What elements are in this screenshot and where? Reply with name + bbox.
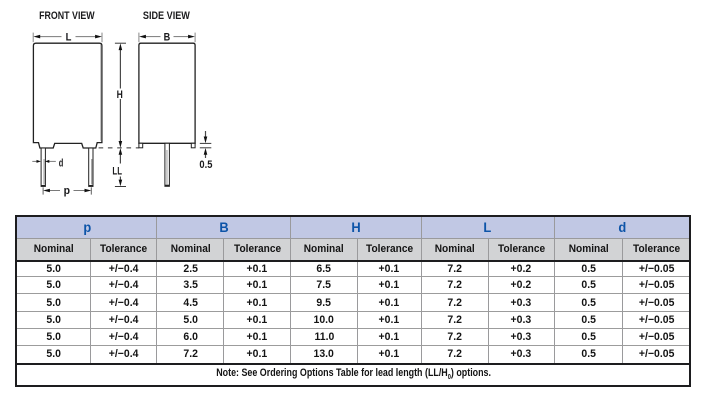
svg-text:LL: LL [112,165,122,177]
svg-text:H: H [117,89,123,101]
svg-text:p: p [64,185,71,197]
svg-text:SIDE VIEW: SIDE VIEW [143,10,191,22]
svg-text:L: L [66,32,72,44]
svg-text:FRONT VIEW: FRONT VIEW [39,10,95,22]
svg-text:B: B [164,32,171,44]
svg-text:d: d [59,158,64,170]
svg-text:0.5: 0.5 [199,159,212,171]
